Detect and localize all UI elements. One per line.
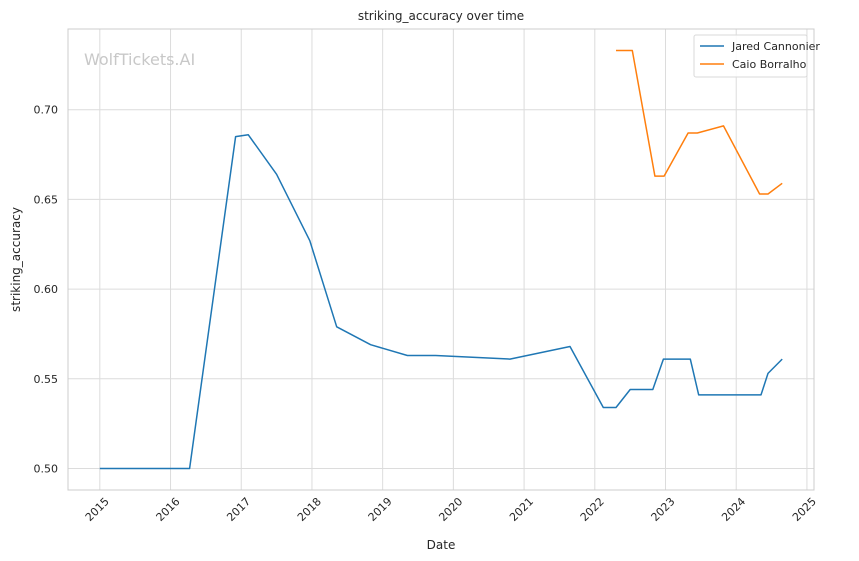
x-tick-label-2021: 2021 bbox=[507, 495, 536, 524]
x-tick-label-2022: 2022 bbox=[578, 495, 607, 524]
y-axis-label: striking_accuracy bbox=[9, 207, 23, 312]
series-line-caio-borralho bbox=[616, 49, 783, 195]
plot-area bbox=[67, 28, 815, 491]
series-line-jared-cannonier bbox=[99, 134, 783, 470]
x-tick-label-2017: 2017 bbox=[224, 495, 253, 524]
legend-label-caio-borralho: Caio Borralho bbox=[732, 58, 807, 71]
y-axis-ticks: 0.50 0.55 0.60 0.65 0.70 bbox=[34, 104, 59, 476]
legend-label-jared-cannonier: Jared Cannonier bbox=[731, 40, 820, 53]
x-tick-label-2015: 2015 bbox=[83, 495, 112, 524]
x-axis-ticks: 2015 2016 2017 2018 2019 2020 2021 2022 2023 2024… bbox=[83, 495, 819, 524]
x-tick-label-2025: 2025 bbox=[790, 495, 819, 524]
series-lines bbox=[99, 49, 783, 470]
x-axis-label: Date bbox=[427, 538, 456, 552]
legend: Jared Cannonier Caio Borralho bbox=[693, 34, 820, 78]
x-tick-label-2023: 2023 bbox=[649, 495, 678, 524]
x-tick-label-2020: 2020 bbox=[436, 495, 465, 524]
chart-title: striking_accuracy over time bbox=[358, 9, 524, 23]
watermark: WolfTickets.AI bbox=[84, 50, 195, 69]
x-tick-label-2016: 2016 bbox=[154, 495, 183, 524]
y-tick-label-0.55: 0.55 bbox=[34, 373, 59, 386]
y-tick-label-0.50: 0.50 bbox=[34, 462, 59, 475]
y-tick-label-0.60: 0.60 bbox=[34, 283, 59, 296]
y-tick-label-0.70: 0.70 bbox=[34, 104, 59, 117]
grid bbox=[68, 29, 814, 490]
x-tick-label-2018: 2018 bbox=[295, 495, 324, 524]
y-tick-label-0.65: 0.65 bbox=[34, 193, 59, 206]
x-tick-label-2019: 2019 bbox=[366, 495, 395, 524]
x-tick-label-2024: 2024 bbox=[719, 495, 748, 524]
